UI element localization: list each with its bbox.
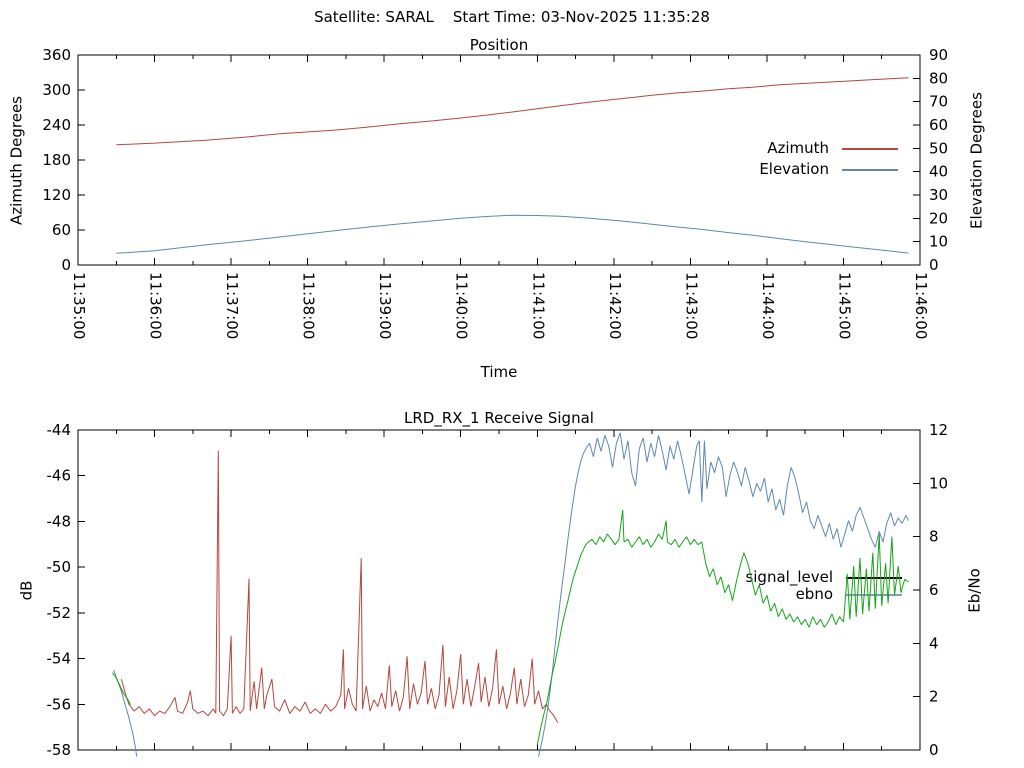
y-left-tick-label: 60 [52,221,71,239]
ebno-axis-label: Eb/No [965,568,984,613]
y-left-tick-label: -50 [47,558,72,576]
y-right-tick-label: 6 [929,581,939,599]
x-tick-label: 11:42:00 [606,272,624,339]
azimuth-axis-label: Azimuth Degrees [7,96,26,225]
elevation-axis-label: Elevation Degrees [967,92,986,229]
x-tick-label: 11:41:00 [529,272,547,339]
y-left-tick-label: 180 [42,151,71,169]
legend-row-azimuth: Azimuth [759,138,898,159]
signal-legend: signal_level ebno [745,569,902,603]
y-left-tick-label: 120 [42,186,71,204]
x-tick-label: 11:36:00 [147,272,165,339]
legend-line-elevation [842,168,898,171]
y-left-tick-label: 240 [42,116,71,134]
y-right-tick-label: 2 [929,688,939,706]
legend-line-azimuth [842,147,898,150]
y-right-tick-label: 8 [929,528,939,546]
page-title: Satellite: SARAL Start Time: 03-Nov-2025… [314,8,710,26]
legend-label-ebno: ebno [795,585,833,603]
y-right-tick-label: 0 [929,741,939,759]
x-tick-label: 11:46:00 [912,272,930,339]
y-right-tick-label: 10 [929,474,948,492]
legend-label-signal-level: signal_level [745,568,833,586]
y-left-tick-label: -58 [47,741,72,759]
legend-label-azimuth: Azimuth [767,139,829,157]
y-right-tick-label: 80 [929,69,948,87]
unlabeled_green-curve [536,509,909,745]
azimuth-curve [116,77,909,146]
signal-chart-title: LRD_RX_1 Receive Signal [404,409,594,427]
legend-label-elevation: Elevation [759,160,829,178]
x-tick-label: 11:38:00 [300,272,318,339]
position-chart-title: Position [469,36,529,54]
signal_level-curve [120,450,559,723]
legend-row-signal-level: signal_level [745,569,902,586]
legend-line-ebno [846,593,902,596]
y-left-tick-label: 300 [42,81,71,99]
time-axis-label: Time [480,363,518,381]
y-left-tick-label: -52 [47,604,72,622]
position-plot-area: 11:35:00 11:36:00 11:37:00 11:38:00 11:39:00… [42,46,948,339]
position-legend: Azimuth Elevation [759,138,898,180]
y-left-tick-label: 360 [42,46,71,64]
y-right-tick-label: 90 [929,46,948,64]
db-axis-label: dB [17,580,36,601]
y-right-tick-label: 60 [929,116,948,134]
legend-row-elevation: Elevation [759,159,898,180]
y-left-tick-label: -56 [47,695,72,713]
legend-line-signal-level [846,576,902,579]
y-left-tick-label: -44 [47,421,72,439]
x-tick-label: 11:45:00 [835,272,853,339]
y-right-tick-label: 10 [929,233,948,251]
y-right-tick-label: 70 [929,93,948,111]
x-tick-label: 11:37:00 [223,272,241,339]
y-left-tick-label: -46 [47,467,72,485]
y-left-tick-label: -54 [47,650,72,668]
ebno-curve [113,669,138,757]
unlabeled_green-curve [111,672,131,705]
y-right-tick-label: 30 [929,186,948,204]
x-tick-label: 11:44:00 [759,272,777,339]
y-right-tick-label: 20 [929,209,948,227]
x-tick-label: 11:39:00 [376,272,394,339]
x-tick-label: 11:43:00 [682,272,700,339]
y-right-tick-label: 4 [929,634,939,652]
y-left-tick-label: -48 [47,512,72,530]
elevation-curve [116,214,909,254]
legend-row-ebno: ebno [745,586,902,603]
y-right-tick-label: 12 [929,421,948,439]
y-right-tick-label: 40 [929,163,948,181]
y-left-tick-label: 0 [61,256,71,274]
y-right-tick-label: 0 [929,256,939,274]
y-right-tick-label: 50 [929,139,948,157]
x-tick-label: 11:35:00 [70,272,88,339]
x-tick-label: 11:40:00 [453,272,471,339]
